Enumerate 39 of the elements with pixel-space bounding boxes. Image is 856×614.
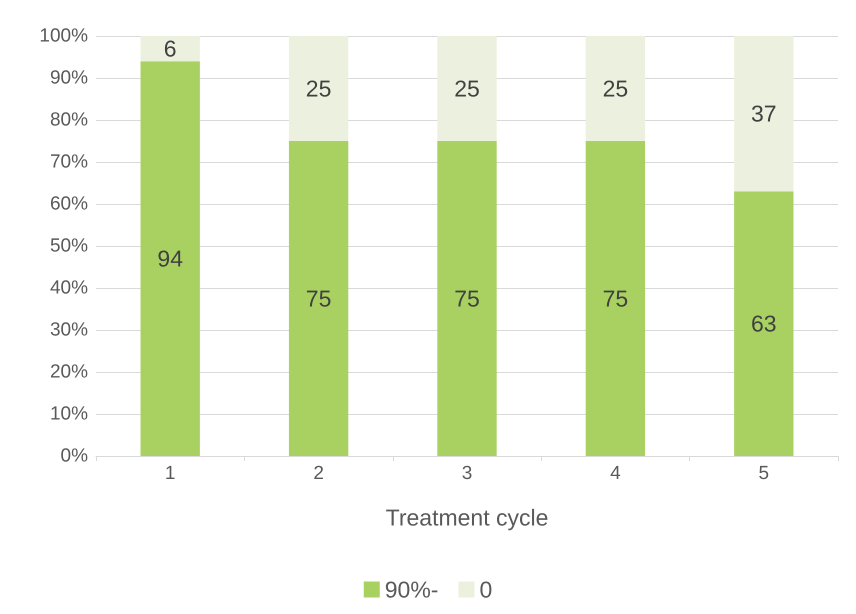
x-tick-label: 3 [462, 463, 472, 484]
legend-label: 0 [479, 576, 492, 602]
y-tick-label: 90% [50, 68, 88, 88]
data-label: 75 [602, 286, 628, 312]
bar [288, 141, 348, 456]
x-tick-label: 2 [313, 463, 324, 484]
bar [140, 36, 200, 62]
data-label: 75 [454, 286, 480, 312]
data-label: 94 [157, 246, 184, 272]
y-tick-label: 10% [50, 404, 88, 424]
bar [734, 36, 794, 192]
y-tick-label: 70% [50, 152, 88, 172]
bar [586, 141, 646, 456]
data-label: 63 [751, 310, 777, 337]
data-label: 6 [164, 36, 177, 62]
x-tick-label: 1 [164, 463, 176, 484]
y-tick-label: 100% [39, 26, 88, 46]
y-tick-label: 0% [60, 446, 88, 466]
x-axis-title: Treatment cycle [386, 504, 548, 530]
y-tick-label: 50% [50, 236, 88, 256]
x-tick-label: 4 [610, 463, 622, 484]
bar [288, 36, 348, 141]
x-tick-label: 5 [758, 463, 770, 484]
bar [586, 36, 646, 141]
data-label: 37 [751, 100, 777, 127]
bar [734, 191, 794, 456]
y-tick-label: 40% [50, 278, 88, 298]
y-tick-label: 30% [50, 320, 88, 340]
bar [437, 141, 497, 456]
y-tick-label: 20% [50, 362, 88, 382]
y-tick-label: 80% [50, 110, 88, 130]
data-label: 75 [306, 286, 332, 312]
legend-label: 90%- [384, 576, 438, 602]
bar [437, 36, 497, 141]
y-tick-label: 60% [50, 194, 88, 214]
data-label: 25 [454, 76, 480, 102]
data-label: 25 [602, 76, 628, 102]
bar [140, 61, 200, 456]
data-label: 25 [306, 76, 332, 102]
